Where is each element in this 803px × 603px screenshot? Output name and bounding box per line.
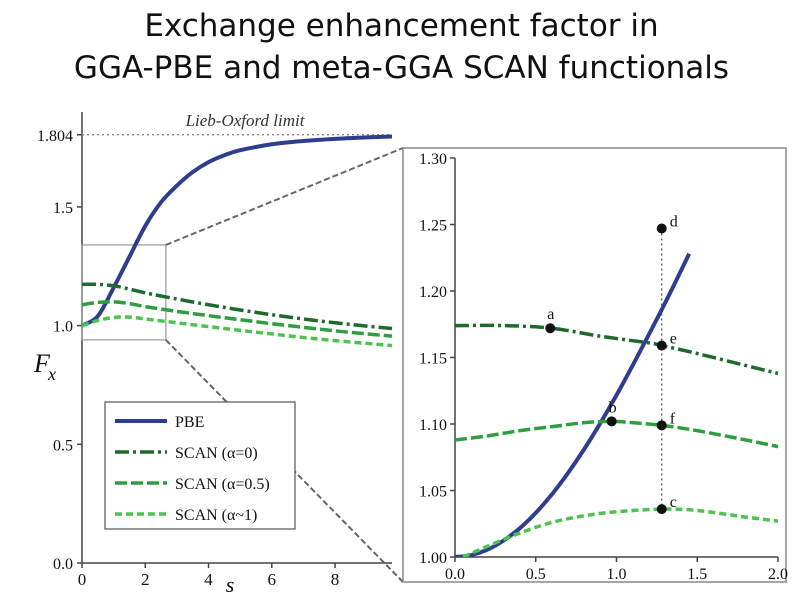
main-chart-panel: 0 2 4 6 8 0.0 0.5 1.0 1.5 1.804 s Fx Lieb-Oxford lim…	[33, 111, 393, 597]
legend-label-scan-1: SCAN (α~1)	[175, 507, 257, 524]
zoom-connector-top	[165, 147, 404, 246]
main-x-axis-label: s	[226, 572, 235, 597]
chart-title-line-2: GGA-PBE and meta-GGA SCAN functionals	[73, 50, 730, 86]
zoom-y-tick-label: 1.20	[419, 284, 447, 301]
zoom-series-scan-1	[462, 507, 779, 557]
legend-label-pbe: PBE	[175, 414, 204, 431]
zoom-chart-panel: 0.0 0.5 1.0 1.5 2.0 1.00 1.05 1.10 1.15 1.20 1.25 1…	[402, 147, 788, 583]
zoom-connector-lines	[165, 147, 404, 583]
zoom-series-group	[455, 228, 779, 557]
main-x-tick-label: 8	[331, 570, 340, 589]
zoom-series-scan-0-5	[455, 419, 779, 449]
main-y-tick-label: 1.0	[53, 319, 73, 336]
point-label-d: d	[670, 213, 678, 230]
zoom-x-tick-label: 1.0	[607, 566, 627, 583]
main-series-pbe	[80, 134, 393, 328]
zoom-x-tick-label: 0.0	[445, 566, 465, 583]
legend-label-scan-0-5: SCAN (α=0.5)	[175, 476, 270, 493]
main-y-tick-label: 1.804	[37, 128, 73, 145]
point-label-f: f	[670, 410, 676, 427]
point-c	[656, 504, 667, 515]
point-f	[656, 420, 667, 431]
point-label-a: a	[547, 306, 554, 323]
legend: PBE SCAN (α=0) SCAN (α=0.5) SCAN (α~1)	[104, 401, 296, 530]
zoom-x-tick-label: 0.5	[526, 566, 546, 583]
main-series-scan-1	[81, 315, 393, 348]
zoom-connector-bottom	[165, 339, 404, 583]
main-y-tick-label: 0.0	[53, 556, 73, 573]
point-b	[606, 416, 617, 427]
point-e	[656, 340, 667, 351]
point-a	[545, 323, 556, 334]
main-x-tick-label: 4	[204, 570, 213, 589]
point-d	[656, 223, 667, 234]
zoom-series-scan-0	[455, 323, 779, 376]
zoom-x-tick-label: 1.5	[687, 566, 707, 583]
zoom-x-tick-label: 2.0	[768, 566, 788, 583]
chart-title-line-1: Exchange enhancement factor in	[144, 8, 659, 44]
main-y-axis-label-subscript: x	[47, 364, 56, 384]
main-series-scan-0	[81, 282, 393, 331]
legend-box	[104, 401, 296, 530]
zoom-y-tick-label: 1.05	[419, 484, 447, 501]
point-label-b: b	[609, 399, 617, 416]
point-label-c: c	[670, 494, 677, 511]
main-x-tick-label: 0	[78, 570, 87, 589]
zoom-y-tick-label: 1.00	[419, 550, 447, 567]
zoom-series-pbe	[455, 252, 691, 557]
main-y-tick-label: 0.5	[53, 437, 73, 454]
lieb-oxford-label: Lieb-Oxford limit	[185, 111, 306, 130]
zoom-region-box	[81, 244, 167, 341]
legend-label-scan-0: SCAN (α=0)	[175, 445, 258, 462]
zoom-y-tick-label: 1.25	[419, 218, 447, 235]
main-x-tick-label: 6	[268, 570, 277, 589]
zoom-y-tick-label: 1.10	[419, 417, 447, 434]
main-x-tick-label: 2	[141, 570, 150, 589]
point-label-e: e	[670, 331, 677, 348]
zoom-y-tick-label: 1.15	[419, 351, 447, 368]
main-y-axis-label: F	[33, 349, 51, 378]
zoom-panel-frame	[402, 147, 787, 583]
main-y-tick-label: 1.5	[53, 200, 73, 217]
zoom-y-tick-label: 1.30	[419, 151, 447, 168]
